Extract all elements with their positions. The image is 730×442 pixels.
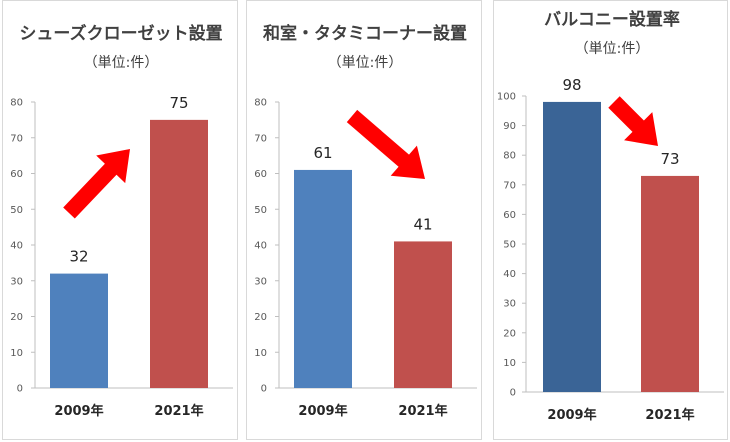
y-tick-label: 10 [254, 348, 267, 359]
chart-svg: シューズクローゼット設置 （単位:件） 0 10 20 30 40 50 60 70 80 32 2… [10, 23, 233, 419]
x-category-label: 2009年 [298, 403, 347, 419]
y-tick-label: 60 [503, 210, 516, 221]
y-tick-label: 30 [10, 276, 23, 287]
y-tick-label: 20 [503, 328, 516, 339]
data-label: 32 [69, 248, 88, 266]
chart-panel-balcony: バルコニー設置率 （単位:件） 0 10 20 30 40 50 60 70 80 90 100 98… [493, 0, 728, 440]
y-tick-label: 60 [254, 169, 267, 180]
chart-subtitle: （単位:件） [84, 55, 159, 71]
chart-svg: 和室・タタミコーナー設置 （単位:件） 0 10 20 30 40 50 60 70 80 61 2… [254, 23, 477, 419]
y-tick-label: 70 [10, 133, 23, 144]
y-tick-label: 0 [510, 388, 516, 399]
bar-0 [294, 169, 352, 388]
y-tick-label: 50 [10, 205, 23, 216]
bar-1 [394, 241, 452, 388]
data-label: 41 [413, 215, 432, 233]
trend-arrow-down-icon [346, 109, 425, 179]
x-category-label: 2009年 [54, 403, 103, 419]
y-tick-label: 40 [10, 241, 23, 252]
y-tick-label: 70 [254, 133, 267, 144]
data-label: 75 [169, 94, 188, 112]
trend-arrow-down-icon [608, 96, 658, 146]
y-tick-label: 10 [10, 348, 23, 359]
y-tick-label: 50 [254, 205, 267, 216]
y-tick-label: 60 [10, 169, 23, 180]
x-category-label: 2021年 [645, 407, 694, 423]
y-tick-label: 20 [10, 312, 23, 323]
y-tick-label: 10 [503, 358, 516, 369]
bar-1 [641, 175, 699, 392]
y-tick-label: 0 [17, 384, 23, 395]
y-tick-label: 90 [503, 121, 516, 132]
x-category-label: 2009年 [547, 407, 596, 423]
chart-svg: バルコニー設置率 （単位:件） 0 10 20 30 40 50 60 70 80 90 100 98… [497, 9, 724, 423]
y-tick-label: 100 [497, 92, 516, 103]
y-tick-label: 70 [503, 180, 516, 191]
data-label: 61 [313, 144, 332, 162]
y-tick-label: 40 [503, 269, 516, 280]
y-tick-label: 80 [503, 151, 516, 162]
data-label: 73 [660, 150, 679, 168]
chart-subtitle: （単位:件） [328, 55, 403, 71]
bar-0 [543, 101, 601, 393]
y-tick-label: 30 [254, 276, 267, 287]
data-label: 98 [562, 76, 581, 94]
y-tick-label: 20 [254, 312, 267, 323]
y-tick-label: 40 [254, 241, 267, 252]
chart-subtitle: （単位:件） [575, 41, 650, 57]
chart-title: シューズクローゼット設置 [19, 23, 222, 44]
y-tick-label: 30 [503, 299, 516, 310]
bar-0 [50, 273, 108, 388]
y-tick-label: 80 [254, 98, 267, 109]
chart-title: 和室・タタミコーナー設置 [263, 23, 467, 44]
chart-panel-shoes-closet: シューズクローゼット設置 （単位:件） 0 10 20 30 40 50 60 70 80 32 2… [2, 0, 238, 440]
y-tick-label: 50 [503, 240, 516, 251]
chart-panel-washitsu: 和室・タタミコーナー設置 （単位:件） 0 10 20 30 40 50 60 70 80 61 2… [246, 0, 482, 440]
trend-arrow-up-icon [63, 149, 131, 219]
chart-title: バルコニー設置率 [544, 9, 680, 30]
x-category-label: 2021年 [398, 403, 447, 419]
x-category-label: 2021年 [154, 403, 203, 419]
y-tick-label: 0 [261, 384, 267, 395]
bar-1 [150, 119, 208, 388]
y-tick-label: 80 [10, 98, 23, 109]
